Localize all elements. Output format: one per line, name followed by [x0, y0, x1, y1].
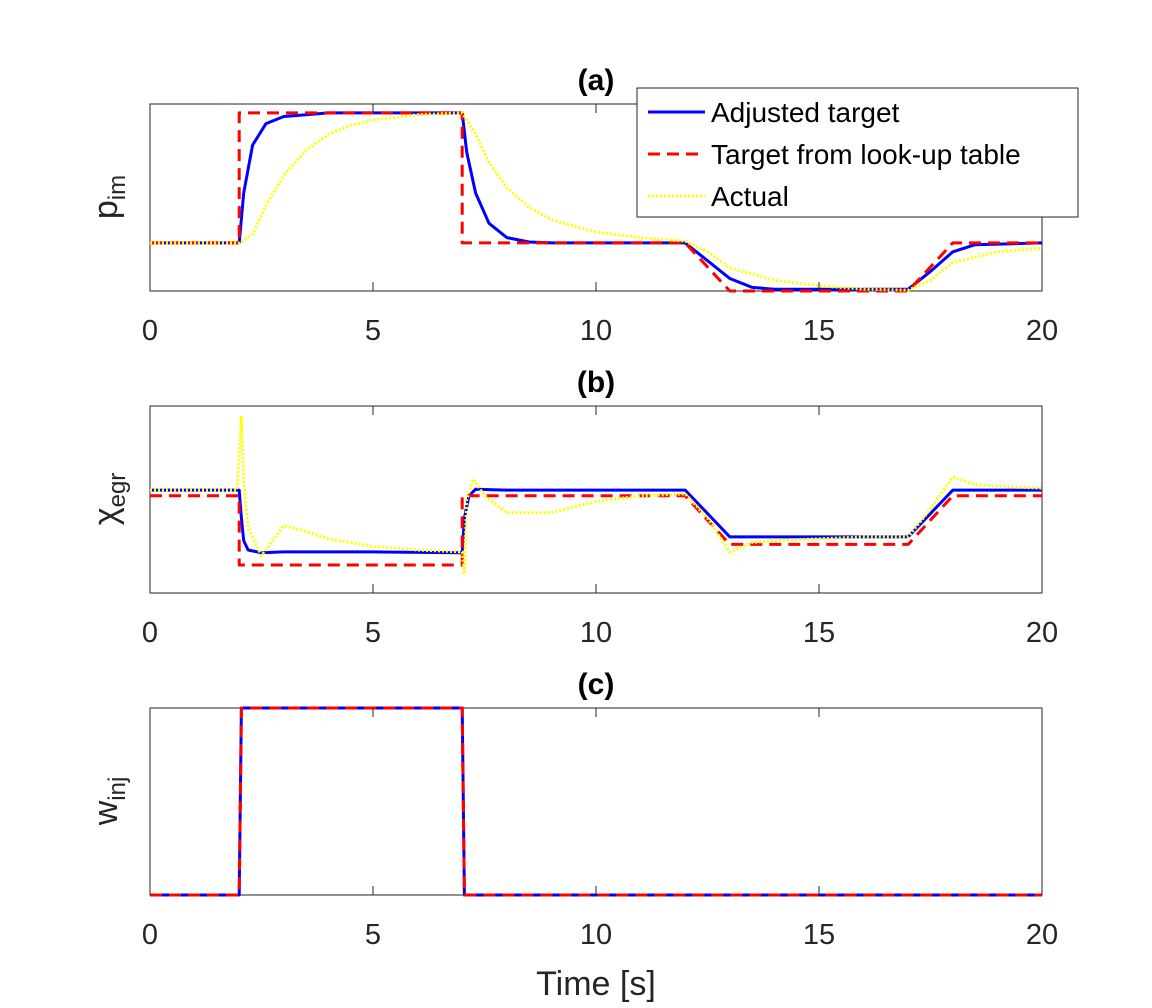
legend-label-target-lookup: Target from look-up table — [711, 139, 1021, 170]
xtick-label-c-10: 10 — [580, 919, 612, 951]
panel-b-title: (b) — [577, 366, 615, 399]
xtick-label-a-0: 0 — [142, 315, 158, 347]
panel-a-ylabel: pim — [87, 175, 131, 219]
xtick-label-b-20: 20 — [1026, 617, 1058, 649]
series-line-b-target-from-look-up-table — [150, 494, 1042, 567]
series-line-a-target-from-look-up-table — [150, 111, 1042, 293]
legend-box — [636, 87, 1079, 218]
legend: Adjusted target Target from look-up tabl… — [636, 87, 1079, 218]
series-line-c-target-from-look-up-table — [150, 706, 1042, 897]
series-line-a-adjusted-target — [150, 111, 1043, 291]
legend-label-actual: Actual — [711, 181, 789, 212]
panel-c-axes-box — [149, 707, 1043, 896]
panel-a-title: (a) — [578, 64, 615, 97]
panel-c-title: (c) — [578, 668, 615, 701]
xtick-label-a-5: 5 — [365, 315, 381, 347]
xtick-label-a-15: 15 — [803, 315, 835, 347]
panel-c-xlabel: Time [s] — [536, 965, 656, 1003]
xtick-label-c-15: 15 — [803, 919, 835, 951]
panel-b-ylabel: χegr — [87, 473, 131, 526]
xtick-label-c-20: 20 — [1026, 919, 1058, 951]
legend-label-adjusted-target: Adjusted target — [711, 97, 900, 128]
panel-c-ylabel: winj — [87, 777, 131, 827]
xtick-label-c-5: 5 — [365, 919, 381, 951]
xtick-label-b-15: 15 — [803, 617, 835, 649]
panel-b-axes-box — [149, 405, 1043, 594]
xtick-label-a-20: 20 — [1026, 315, 1058, 347]
xtick-label-b-5: 5 — [365, 617, 381, 649]
xtick-label-a-10: 10 — [580, 315, 612, 347]
panel-b: (b) χegr 0 5 10 15 20 — [87, 366, 1058, 649]
panel-c: (c) winj 0 5 10 15 20 Time [s] — [87, 668, 1058, 1003]
xtick-label-b-0: 0 — [142, 617, 158, 649]
xtick-label-b-10: 10 — [580, 617, 612, 649]
xtick-label-c-0: 0 — [142, 919, 158, 951]
